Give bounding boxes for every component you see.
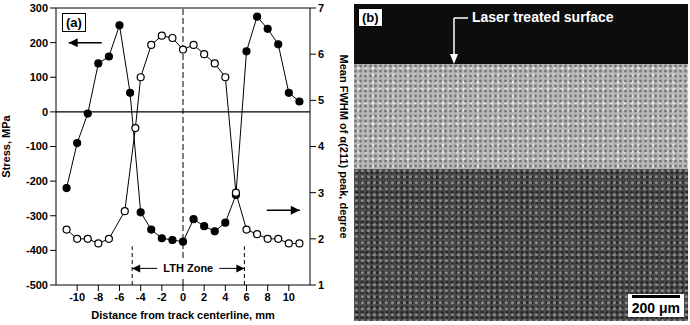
svg-text:-6: -6 bbox=[115, 291, 125, 303]
svg-text:10: 10 bbox=[283, 291, 295, 303]
svg-text:Stress, MPa: Stress, MPa bbox=[0, 114, 12, 177]
svg-text:-2: -2 bbox=[157, 291, 167, 303]
html-text:(b): (b) bbox=[362, 10, 379, 25]
html-text:Laser treated surface: Laser treated surface bbox=[472, 9, 614, 25]
svg-text:-100: -100 bbox=[26, 140, 48, 152]
html-text:(a): (a) bbox=[66, 15, 82, 30]
svg-text:-10: -10 bbox=[69, 291, 85, 303]
svg-text:4: 4 bbox=[222, 291, 229, 303]
svg-text:Distance from track centerline: Distance from track centerline, mm bbox=[91, 309, 275, 321]
svg-text:7: 7 bbox=[318, 2, 324, 14]
svg-text:-4: -4 bbox=[136, 291, 147, 303]
svg-text:8: 8 bbox=[265, 291, 271, 303]
svg-text:5: 5 bbox=[318, 94, 324, 106]
html-text:200 μm: 200 μm bbox=[631, 300, 680, 316]
svg-text:300: 300 bbox=[30, 2, 48, 14]
svg-text:6: 6 bbox=[318, 48, 324, 60]
svg-text:2: 2 bbox=[318, 233, 324, 245]
svg-text:0: 0 bbox=[180, 291, 186, 303]
svg-text:3: 3 bbox=[318, 187, 324, 199]
svg-text:100: 100 bbox=[30, 71, 48, 83]
svg-text:2: 2 bbox=[201, 291, 207, 303]
svg-text:-8: -8 bbox=[93, 291, 103, 303]
svg-text:-500: -500 bbox=[26, 279, 48, 291]
svg-text:4: 4 bbox=[318, 140, 325, 152]
svg-text:-200: -200 bbox=[26, 175, 48, 187]
svg-text:0: 0 bbox=[42, 106, 48, 118]
svg-text:6: 6 bbox=[243, 291, 249, 303]
svg-text:-300: -300 bbox=[26, 210, 48, 222]
svg-text:LTH Zone: LTH Zone bbox=[163, 262, 213, 274]
svg-text:200: 200 bbox=[30, 37, 48, 49]
svg-text:1: 1 bbox=[318, 279, 324, 291]
svg-text:-400: -400 bbox=[26, 244, 48, 256]
svg-text:Mean FWHM of α(211) peak, degr: Mean FWHM of α(211) peak, degree bbox=[338, 54, 350, 238]
